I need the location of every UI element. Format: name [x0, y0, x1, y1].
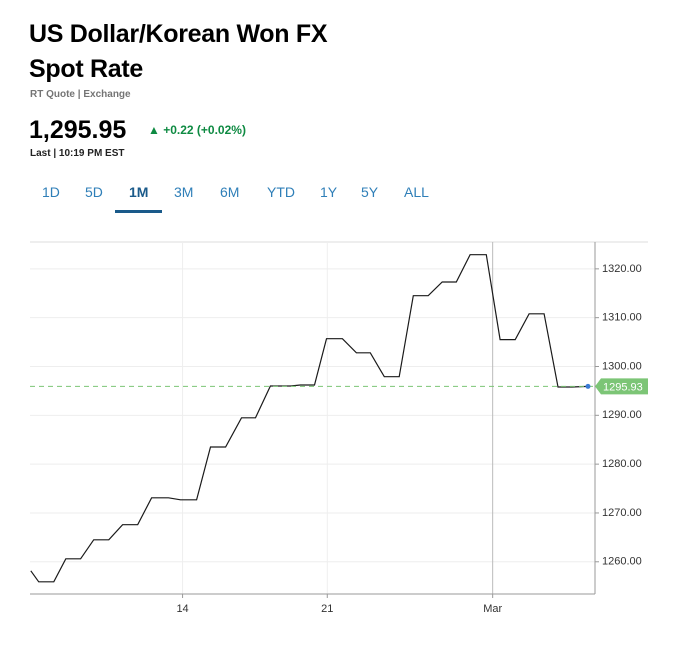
y-tick-label: 1270.00	[602, 507, 642, 519]
range-tab[interactable]: 5D	[85, 184, 103, 200]
last-update: Last | 10:19 PM EST	[30, 148, 125, 159]
last-value-label: 1295.93	[603, 381, 643, 393]
range-tab[interactable]: 3M	[174, 184, 194, 200]
x-tick-label: Mar	[483, 603, 502, 615]
title: US Dollar/Korean Won FX	[29, 20, 328, 48]
range-tab[interactable]: 1Y	[320, 184, 338, 200]
y-tick-label: 1320.00	[602, 263, 642, 275]
x-tick-label: 14	[176, 603, 188, 615]
y-tick-label: 1290.00	[602, 409, 642, 421]
price: 1,295.95	[29, 116, 127, 144]
range-tab[interactable]: 1D	[42, 184, 60, 200]
last-point	[585, 383, 591, 389]
change-value: +0.22 (+0.02%)	[163, 123, 246, 137]
last-value-flag	[595, 378, 648, 395]
y-tick-label: 1280.00	[602, 458, 642, 470]
y-tick-label: 1310.00	[602, 312, 642, 324]
source: RT Quote | Exchange	[30, 89, 131, 100]
x-tick-label: 21	[321, 603, 333, 615]
up-arrow: ▲	[148, 123, 164, 137]
range-tab[interactable]: 1M	[114, 184, 164, 213]
range-tab[interactable]: 5Y	[361, 184, 379, 200]
range-tab[interactable]: ALL	[404, 184, 429, 200]
y-tick-label: 1260.00	[602, 556, 642, 568]
y-tick-label: 1300.00	[602, 360, 642, 372]
price-line	[30, 254, 589, 583]
change: ▲ +0.22 (+0.02%)	[148, 123, 246, 137]
title: Spot Rate	[29, 55, 143, 83]
chart: 1260.00 1270.00 1280.00 1290.00 1300.00 1310.…	[30, 241, 648, 615]
range-tab[interactable]: YTD	[267, 184, 295, 200]
range-tab[interactable]: 6M	[220, 184, 240, 200]
